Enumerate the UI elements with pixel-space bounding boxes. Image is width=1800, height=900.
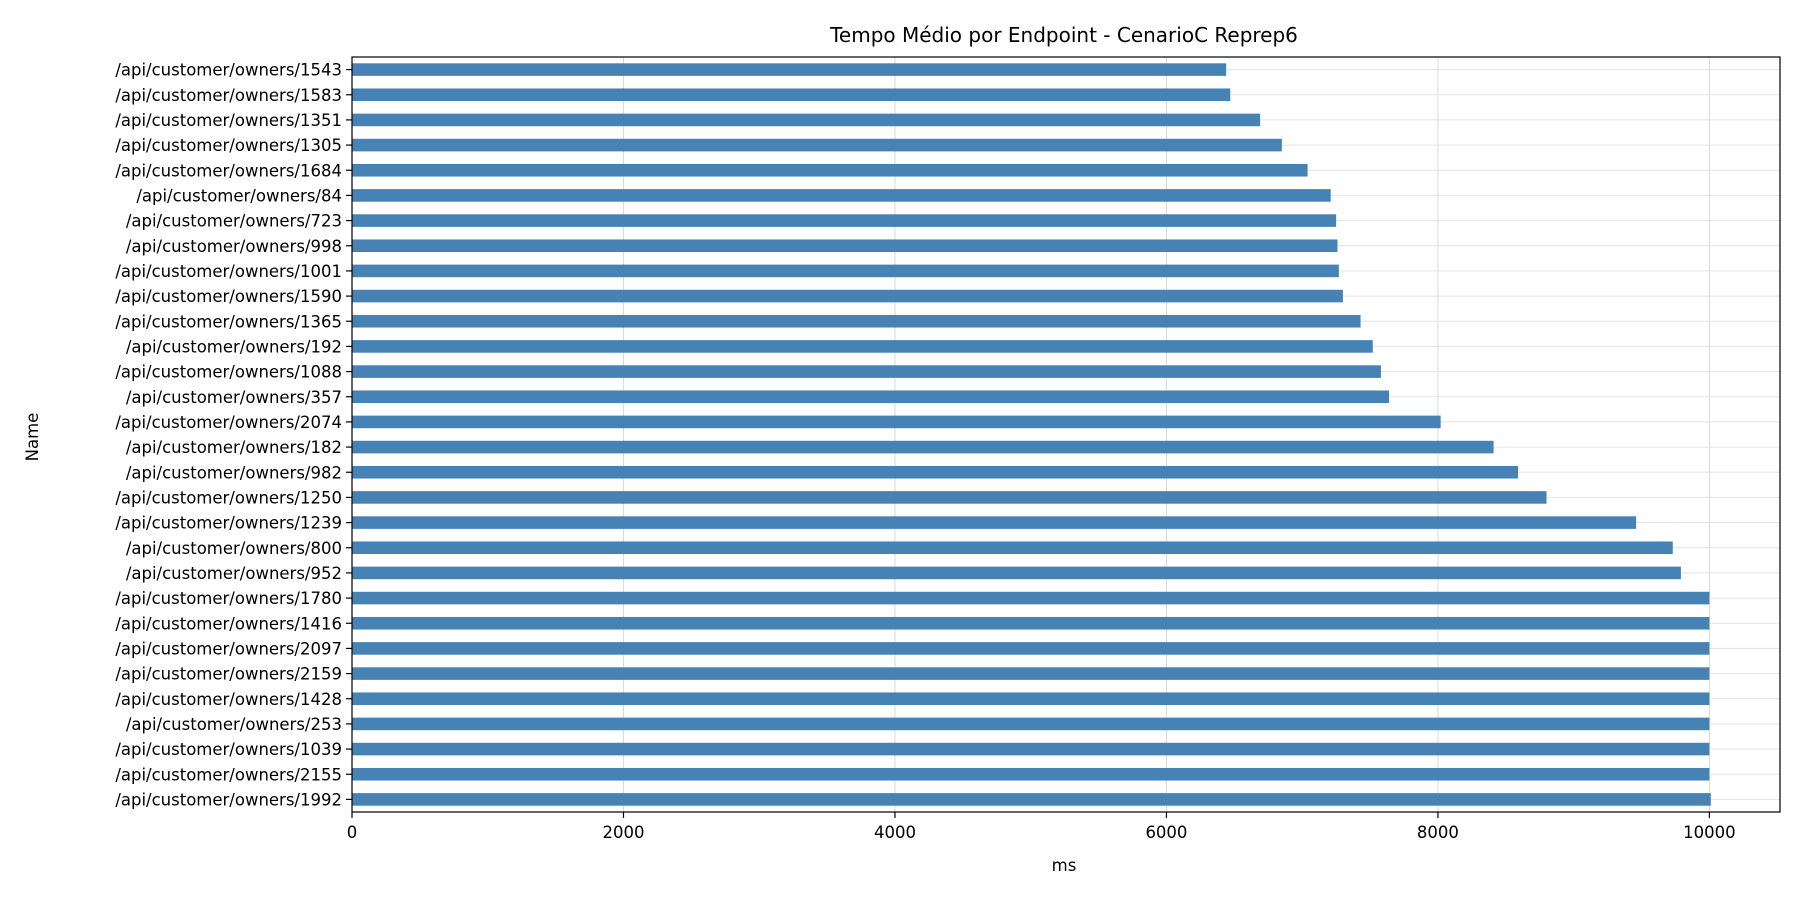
bar bbox=[352, 491, 1547, 504]
y-tick-label: /api/customer/owners/2155 bbox=[115, 765, 342, 784]
y-tick-label: /api/customer/owners/1428 bbox=[115, 690, 342, 709]
bar bbox=[352, 692, 1710, 706]
bar bbox=[352, 63, 1227, 76]
y-tick-label: /api/customer/owners/192 bbox=[126, 337, 342, 356]
bar bbox=[352, 340, 1373, 353]
y-tick-label: /api/customer/owners/2097 bbox=[115, 639, 342, 658]
x-tick-label: 6000 bbox=[1145, 823, 1187, 842]
bar bbox=[352, 189, 1331, 202]
bar bbox=[352, 767, 1710, 781]
bar bbox=[352, 717, 1710, 731]
y-tick-label: /api/customer/owners/2074 bbox=[115, 413, 342, 432]
bar bbox=[352, 163, 1308, 177]
y-tick-label: /api/customer/owners/1365 bbox=[115, 312, 342, 331]
y-tick-label: /api/customer/owners/1001 bbox=[115, 262, 342, 281]
bar bbox=[352, 465, 1519, 479]
y-tick-label: /api/customer/owners/182 bbox=[126, 438, 342, 457]
y-tick-label: /api/customer/owners/357 bbox=[126, 388, 342, 407]
bar bbox=[352, 667, 1710, 680]
y-tick-label: /api/customer/owners/1590 bbox=[115, 287, 342, 306]
y-tick-label: /api/customer/owners/1543 bbox=[115, 61, 342, 80]
y-tick-label: /api/customer/owners/1039 bbox=[115, 740, 342, 759]
bar bbox=[352, 239, 1338, 253]
y-tick-label: /api/customer/owners/952 bbox=[126, 564, 342, 583]
bar bbox=[352, 264, 1339, 278]
x-tick-label: 10000 bbox=[1683, 823, 1736, 842]
y-tick-label: /api/customer/owners/800 bbox=[126, 539, 342, 558]
y-tick-label: /api/customer/owners/1250 bbox=[115, 488, 342, 507]
y-tick-label: /api/customer/owners/1583 bbox=[115, 86, 342, 105]
x-tick-label: 2000 bbox=[602, 823, 644, 842]
bar bbox=[352, 591, 1710, 605]
x-tick-label: 4000 bbox=[874, 823, 916, 842]
y-tick-label: /api/customer/owners/2159 bbox=[115, 665, 342, 684]
y-tick-label: /api/customer/owners/1305 bbox=[115, 136, 342, 155]
bar bbox=[352, 415, 1441, 429]
y-axis-title: Name bbox=[23, 413, 42, 462]
y-tick-label: /api/customer/owners/982 bbox=[126, 463, 342, 482]
y-tick-label: /api/customer/owners/1992 bbox=[115, 790, 342, 809]
bar bbox=[352, 516, 1637, 529]
bar bbox=[352, 289, 1343, 303]
bars bbox=[352, 63, 1711, 806]
y-tick-label: /api/customer/owners/84 bbox=[136, 186, 342, 205]
y-tick-label: /api/customer/owners/1684 bbox=[115, 161, 342, 180]
y-tick-label: /api/customer/owners/998 bbox=[126, 237, 342, 256]
x-axis-ticks: 0 2000 4000 6000 8000 10000 bbox=[347, 812, 1736, 842]
bar bbox=[352, 642, 1710, 655]
y-tick-label: /api/customer/owners/253 bbox=[126, 715, 342, 734]
y-tick-label: /api/customer/owners/1239 bbox=[115, 514, 342, 533]
x-tick-label: 8000 bbox=[1417, 823, 1459, 842]
y-axis-ticks: /api/customer/owners/1543/api/customer/o… bbox=[115, 61, 352, 809]
bar bbox=[352, 138, 1282, 152]
bar bbox=[352, 88, 1231, 102]
y-tick-label: /api/customer/owners/1780 bbox=[115, 589, 342, 608]
bar bbox=[352, 113, 1261, 127]
bar bbox=[352, 390, 1390, 404]
bar bbox=[352, 314, 1361, 328]
x-tick-label: 0 bbox=[347, 823, 358, 842]
bar bbox=[352, 365, 1381, 378]
bar bbox=[352, 440, 1494, 454]
bar bbox=[352, 793, 1711, 806]
x-axis-title: ms bbox=[1052, 856, 1077, 875]
y-tick-label: /api/customer/owners/1416 bbox=[115, 614, 342, 633]
y-tick-label: /api/customer/owners/1088 bbox=[115, 363, 342, 382]
bar bbox=[352, 566, 1681, 580]
chart-title: Tempo Médio por Endpoint - CenarioC Repr… bbox=[829, 23, 1298, 47]
bar bbox=[352, 742, 1710, 756]
bar bbox=[352, 214, 1337, 227]
bar bbox=[352, 541, 1673, 555]
bar bbox=[352, 616, 1710, 630]
y-tick-label: /api/customer/owners/723 bbox=[126, 212, 342, 231]
y-tick-label: /api/customer/owners/1351 bbox=[115, 111, 342, 130]
plot-frame bbox=[351, 56, 1781, 813]
